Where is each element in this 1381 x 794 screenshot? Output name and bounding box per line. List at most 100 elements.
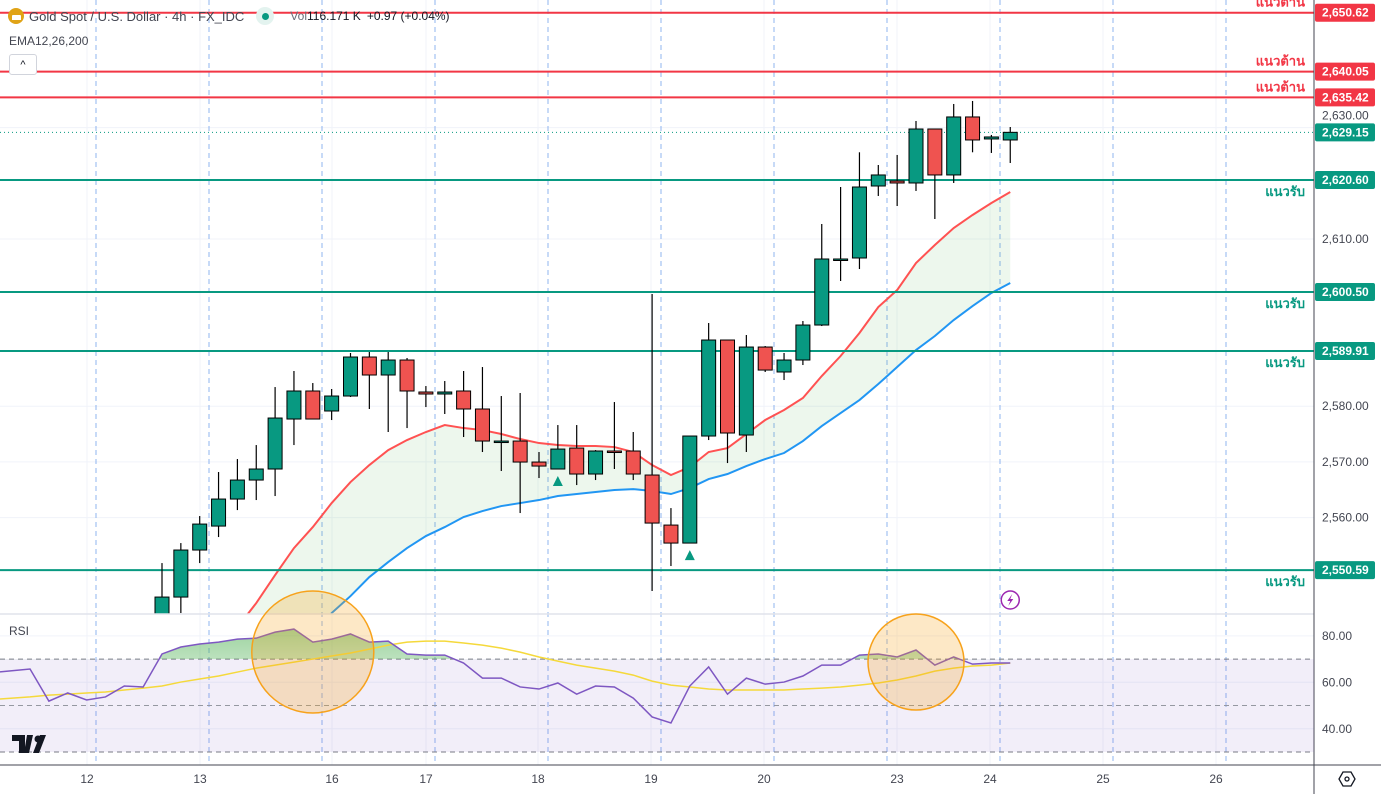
- candle[interactable]: [380, 351, 396, 433]
- price-tag: [1315, 561, 1375, 580]
- candle[interactable]: [606, 402, 622, 470]
- candle[interactable]: [192, 516, 208, 564]
- candle[interactable]: [682, 435, 698, 544]
- candle-body: [870, 174, 886, 187]
- candle[interactable]: [343, 352, 358, 398]
- price-change: +0.97 (+0.04%): [366, 9, 450, 23]
- symbol-title[interactable]: Gold Spot / U.S. Dollar · 4h · FX_IDC: [29, 8, 245, 24]
- candle[interactable]: [776, 352, 792, 381]
- candle-body: [305, 390, 321, 420]
- candle[interactable]: [946, 103, 962, 183]
- candle-body: [248, 468, 264, 481]
- price-axis-label-hidden: 2,630.00: [1322, 108, 1369, 122]
- candle[interactable]: [324, 388, 340, 421]
- price-tag: [1315, 88, 1375, 107]
- candle-body: [324, 395, 340, 412]
- candle[interactable]: [211, 472, 227, 538]
- candle-body: [399, 359, 415, 392]
- candle-body: [757, 346, 773, 371]
- candle-body: [776, 359, 792, 373]
- price-tag: [1315, 282, 1375, 301]
- highlight-circle[interactable]: [867, 613, 965, 711]
- candle[interactable]: [437, 381, 453, 415]
- candle-body: [456, 390, 472, 410]
- candle[interactable]: [512, 393, 528, 514]
- candle[interactable]: [663, 508, 679, 567]
- resistance-level-label: แนวต้าน: [1256, 0, 1305, 10]
- candle[interactable]: [851, 152, 867, 270]
- candle-body: [192, 523, 208, 551]
- candle-body: [946, 116, 962, 176]
- time-axis-label: 12: [80, 772, 94, 786]
- chart-settings-button[interactable]: [1337, 771, 1357, 789]
- candle-body: [1002, 131, 1018, 141]
- candle[interactable]: [889, 154, 905, 207]
- ema-indicator-legend[interactable]: EMA12,26,200: [9, 34, 89, 48]
- candle[interactable]: [588, 450, 604, 481]
- candle[interactable]: [908, 120, 924, 191]
- price-tag: [1315, 341, 1375, 360]
- support-level-label: แนวรับ: [1265, 574, 1305, 589]
- candle[interactable]: [927, 128, 943, 219]
- candle[interactable]: [644, 293, 660, 592]
- candle-body: [361, 356, 377, 376]
- price-axis-label: 2,560.00: [1322, 511, 1369, 525]
- candle[interactable]: [154, 563, 170, 620]
- buy-signal-triangle-icon: [552, 476, 563, 487]
- candle[interactable]: [267, 387, 283, 497]
- candle[interactable]: [550, 425, 566, 470]
- candle[interactable]: [173, 543, 189, 614]
- price-tag: [1315, 62, 1375, 81]
- candle[interactable]: [625, 432, 641, 481]
- candle[interactable]: [248, 445, 264, 501]
- candle[interactable]: [738, 335, 754, 453]
- candle[interactable]: [399, 358, 415, 429]
- candle[interactable]: [870, 164, 886, 196]
- support-level-label: แนวรับ: [1265, 355, 1305, 370]
- candle-body: [493, 440, 509, 444]
- candle[interactable]: [361, 351, 377, 409]
- candle[interactable]: [983, 134, 999, 153]
- candle[interactable]: [456, 370, 472, 438]
- time-axis-label: 24: [983, 772, 997, 786]
- candle-body: [983, 136, 999, 140]
- candle[interactable]: [814, 224, 830, 327]
- tradingview-logo-icon: [12, 735, 46, 753]
- candle[interactable]: [286, 370, 302, 446]
- symbol-header[interactable]: Gold Spot / U.S. Dollar · 4h · FX_IDC Vo…: [8, 6, 450, 26]
- candle[interactable]: [493, 396, 509, 472]
- candle[interactable]: [569, 425, 585, 486]
- time-axis-label: 20: [757, 772, 771, 786]
- candle[interactable]: [757, 346, 773, 372]
- resistance-level-label: แนวต้าน: [1256, 54, 1305, 69]
- rsi-axis-label: 40.00: [1322, 722, 1352, 736]
- candle[interactable]: [795, 321, 811, 366]
- candle-body: [154, 596, 170, 614]
- candle-body: [851, 186, 867, 259]
- candle[interactable]: [720, 339, 735, 464]
- price-axis-label: 2,580.00: [1322, 399, 1369, 413]
- candle-body: [644, 474, 660, 524]
- time-axis-label: 18: [531, 772, 545, 786]
- candle[interactable]: [229, 459, 245, 511]
- candle[interactable]: [474, 367, 490, 453]
- candle-body: [531, 461, 547, 467]
- candle[interactable]: [965, 100, 981, 153]
- candle-body: [625, 450, 641, 475]
- candle-body: [927, 128, 943, 176]
- candle[interactable]: [701, 323, 717, 441]
- candle[interactable]: [418, 386, 434, 408]
- rsi-legend[interactable]: RSI: [9, 624, 30, 638]
- tradingview-logo[interactable]: [12, 735, 46, 758]
- price-axis-label: 2,610.00: [1322, 232, 1369, 246]
- candle[interactable]: [833, 187, 849, 282]
- collapse-legend-button[interactable]: ^: [9, 54, 37, 75]
- candle[interactable]: [1002, 126, 1018, 163]
- candle-body: [474, 408, 490, 442]
- candle[interactable]: [305, 383, 321, 420]
- time-axis-label: 13: [193, 772, 207, 786]
- highlight-circle[interactable]: [251, 590, 375, 714]
- candle[interactable]: [531, 452, 547, 479]
- time-axis-label: 19: [644, 772, 658, 786]
